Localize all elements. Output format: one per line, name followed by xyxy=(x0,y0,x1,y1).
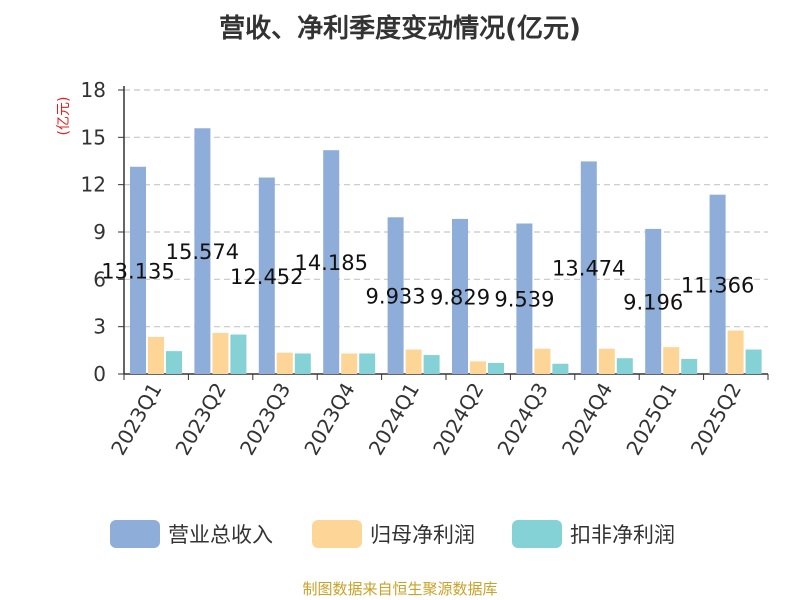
bar-net-profit xyxy=(598,348,615,374)
data-label: 11.366 xyxy=(681,273,754,297)
bar-net-profit xyxy=(148,336,164,374)
bar-deducted-profit xyxy=(166,351,182,374)
bar-deducted-profit xyxy=(552,363,569,374)
data-label: 12.452 xyxy=(230,265,303,289)
bar-net-profit xyxy=(470,361,486,374)
x-tick-label: 2024Q3 xyxy=(492,379,552,460)
bar-deducted-profit xyxy=(488,362,504,374)
bar-revenue xyxy=(645,228,662,374)
y-tick-label: 3 xyxy=(93,315,106,339)
bar-revenue xyxy=(387,217,404,374)
bar-deducted-profit xyxy=(230,334,247,374)
x-tick-label: 2024Q1 xyxy=(364,379,424,460)
data-label: 9.933 xyxy=(366,285,426,309)
bar-net-profit xyxy=(534,348,551,374)
x-tick-label: 2024Q4 xyxy=(557,379,617,460)
legend-label: 归母净利润 xyxy=(370,523,475,547)
data-label: 13.135 xyxy=(101,259,174,283)
y-tick-label: 6 xyxy=(93,267,106,291)
chart-title: 营收、净利季度变动情况(亿元) xyxy=(219,14,581,44)
data-label: 13.474 xyxy=(552,257,625,281)
bar-revenue xyxy=(323,150,340,374)
bar-net-profit xyxy=(341,353,358,374)
bar-revenue xyxy=(452,218,468,374)
bar-deducted-profit xyxy=(294,353,311,374)
bar-net-profit xyxy=(276,352,293,374)
bar-net-profit xyxy=(663,347,680,374)
bar-net-profit xyxy=(405,349,422,374)
legend-label: 营业总收入 xyxy=(168,523,273,547)
bar-net-profit xyxy=(727,330,744,374)
y-tick-label: 15 xyxy=(81,125,106,149)
y-tick-label: 12 xyxy=(81,173,106,197)
source-footer: 制图数据来自恒生聚源数据库 xyxy=(302,580,498,598)
x-tick-label: 2023Q4 xyxy=(299,379,359,460)
bar-deducted-profit xyxy=(423,355,440,374)
bar-revenue xyxy=(258,177,275,374)
x-tick-label: 2023Q3 xyxy=(235,379,295,460)
data-label: 9.829 xyxy=(430,285,490,309)
y-tick-label: 9 xyxy=(93,220,106,244)
bar-revenue xyxy=(580,161,597,374)
y-axis-label: (亿元) xyxy=(56,97,72,136)
bar-revenue xyxy=(130,166,146,374)
bar-revenue xyxy=(709,194,726,374)
x-tick-label: 2023Q1 xyxy=(106,379,166,460)
bar-revenue xyxy=(516,223,533,374)
data-label: 9.539 xyxy=(494,288,554,312)
bar-deducted-profit xyxy=(681,359,698,374)
y-tick-label: 0 xyxy=(93,362,106,386)
bar-net-profit xyxy=(212,332,229,374)
x-tick-label: 2025Q1 xyxy=(621,379,681,460)
bar-deducted-profit xyxy=(745,349,762,374)
data-label: 15.574 xyxy=(166,240,239,264)
legend-swatch xyxy=(110,520,160,548)
legend-label: 扣非净利润 xyxy=(570,523,675,547)
legend-swatch xyxy=(312,520,362,548)
y-tick-label: 18 xyxy=(81,78,106,102)
bar-revenue xyxy=(194,128,211,374)
data-label: 14.185 xyxy=(294,251,367,275)
x-tick-label: 2023Q2 xyxy=(170,379,230,460)
bar-deducted-profit xyxy=(616,358,633,374)
x-tick-label: 2024Q2 xyxy=(428,379,488,460)
bar-deducted-profit xyxy=(359,353,376,374)
legend-swatch xyxy=(512,520,562,548)
x-tick-label: 2025Q2 xyxy=(686,379,746,460)
data-label: 9.196 xyxy=(623,290,683,314)
